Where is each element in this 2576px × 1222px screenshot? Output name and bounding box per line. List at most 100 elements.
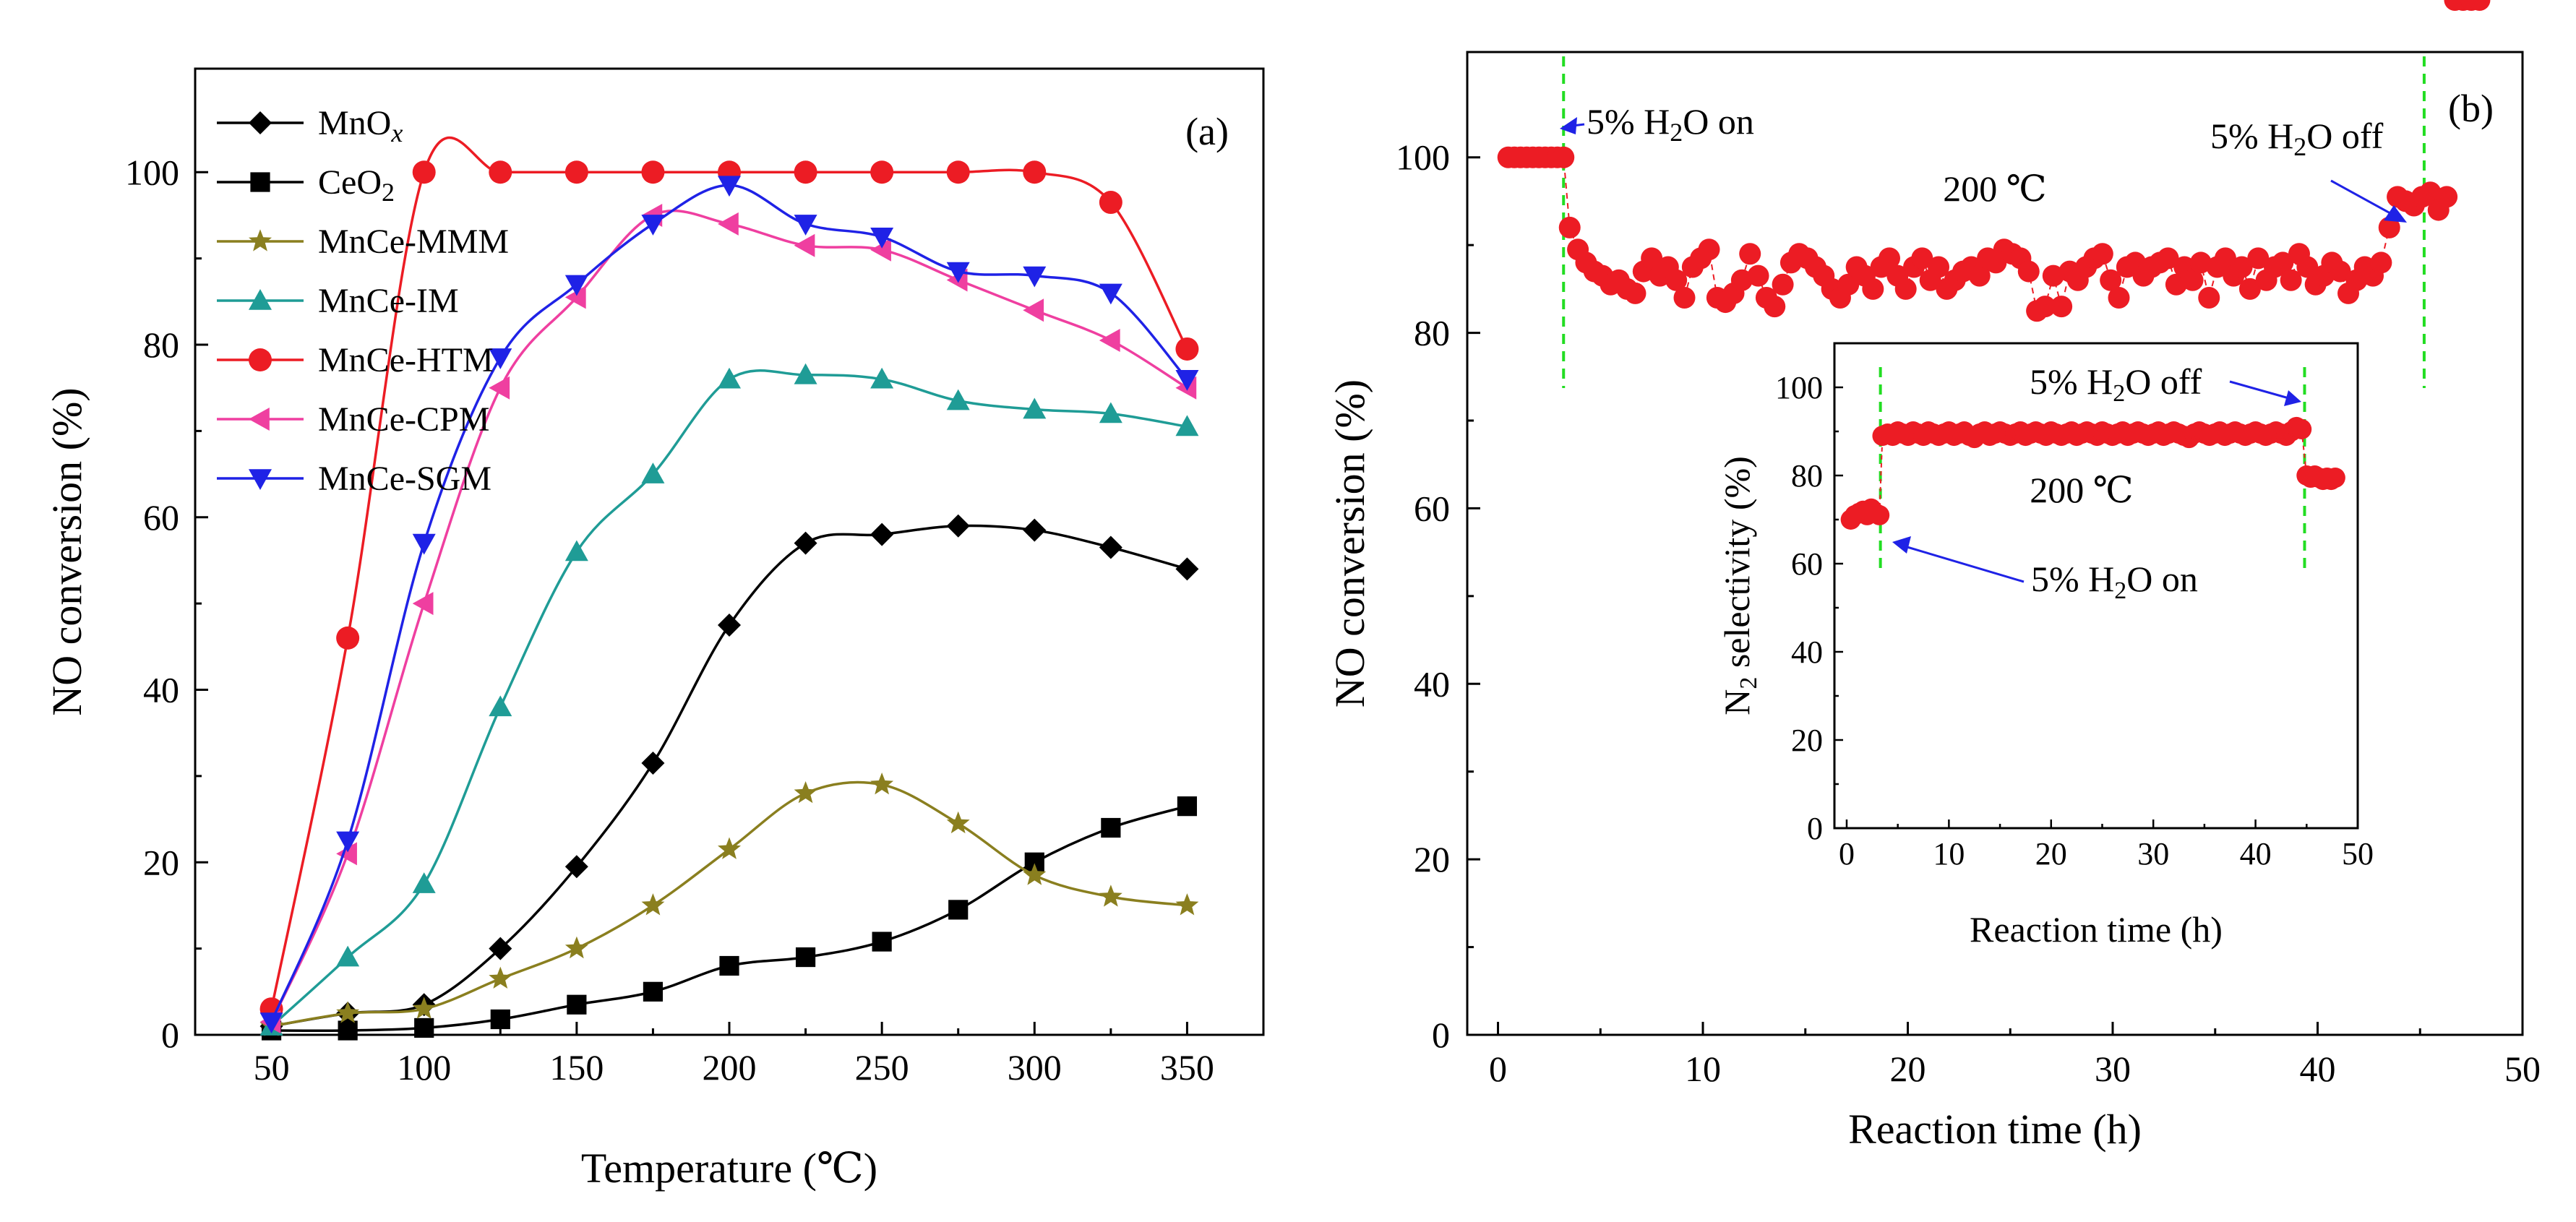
data-point-MnCe-CPM [1023, 298, 1044, 322]
legend-marker [249, 289, 272, 310]
data-point-MnCe-MMM [718, 837, 741, 859]
legend-marker [250, 172, 270, 192]
y-tick-label: 100 [1775, 370, 1823, 405]
data-point [2198, 287, 2220, 309]
data-point-MnCe-HTM [336, 626, 360, 650]
data-point-MnCe-MMM [641, 893, 665, 916]
data-point-MnCe-SGM [489, 348, 512, 369]
data-point [1968, 264, 1991, 287]
data-point [1553, 146, 1575, 168]
text-span: 5% H [2031, 559, 2114, 599]
data-point [2238, 277, 2261, 300]
data-point [1772, 273, 1794, 296]
text-span: selectivity (%) [1717, 456, 1757, 676]
inset-y-axis-title: N2 selectivity (%) [1717, 456, 1762, 715]
data-point-MnCe-CPM [718, 212, 739, 236]
data-point [2108, 287, 2130, 309]
data-point-MnCe-HTM [1175, 337, 1199, 361]
y-tick-label: 80 [143, 324, 179, 365]
x-tick-label: 50 [2342, 836, 2374, 872]
data-point-MnCe-IM [1099, 402, 1122, 423]
text-span: CeO [318, 163, 382, 202]
inset-chart: 0 10 20 30 40 50 0 20 40 60 80 100 Reaction time (h)… [1717, 342, 2374, 950]
text-span: 2 [1735, 677, 1762, 689]
data-point-CeO2 [338, 1020, 358, 1041]
legend-marker [249, 348, 272, 371]
x-tick-label: 100 [397, 1047, 451, 1088]
text-span: MnCe-CPM [318, 400, 489, 439]
data-point-MnCe-SGM [794, 215, 817, 236]
y-tick-label: 40 [143, 670, 179, 710]
data-point [1558, 216, 1581, 238]
data-point-MnOx [946, 514, 970, 538]
x-tick-label: 50 [2504, 1049, 2541, 1089]
text-span: MnCe-HTM [318, 341, 494, 379]
data-point-MnOx [794, 531, 817, 555]
data-point [2157, 247, 2179, 270]
data-point-MnCe-MMM [870, 773, 894, 795]
data-point-MnCe-CPM [412, 592, 434, 616]
data-point-MnCe-MMM [412, 997, 436, 1019]
legend: MnOx CeO2 MnCe-MMM MnCe-IM MnCe-HTM MnCe-CPM M… [217, 104, 509, 498]
y-tick-label: 60 [143, 497, 179, 538]
panel-a-chart: 50 100 150 200 250 300 350 0 20 40 60 80 100 Temperat… [43, 67, 1265, 1192]
text-span: 2 [382, 178, 395, 207]
inset-annotation-temperature: 200 ℃ [2030, 470, 2133, 510]
data-point-CeO2 [1101, 817, 1121, 838]
data-point-MnCe-IM [489, 695, 512, 717]
data-point [2247, 247, 2270, 270]
data-point-MnCe-MMM [564, 936, 588, 959]
data-point [2034, 296, 2056, 318]
data-point-MnOx [1023, 518, 1047, 542]
arrowhead-h2o-off [2384, 205, 2407, 223]
y-tick-label: 80 [1791, 458, 1823, 494]
data-point-MnCe-HTM [412, 160, 436, 184]
text-span: 2 [2113, 380, 2125, 407]
data-point-MnCe-HTM [870, 160, 894, 184]
data-point [2189, 251, 2212, 274]
legend-entry: MnCe-MMM [318, 223, 509, 261]
data-point-MnCe-IM [564, 540, 588, 561]
data-point-MnCe-CPM [794, 233, 815, 257]
data-point [2272, 251, 2294, 274]
x-tick-label: 40 [2240, 836, 2272, 872]
text-span: MnO [318, 104, 391, 142]
data-point-MnCe-MMM [336, 1001, 360, 1023]
data-point [2051, 296, 2073, 318]
text-span: O off [2306, 116, 2383, 156]
arrow-h2o-off [2330, 179, 2397, 218]
data-point-MnOx [564, 855, 588, 879]
data-point [2436, 186, 2458, 208]
x-tick-label: 200 [703, 1047, 757, 1088]
data-point-MnCe-HTM [946, 160, 970, 184]
data-point [1747, 264, 1769, 287]
data-point [1739, 243, 1761, 265]
x-axis-title: Reaction time (h) [1848, 1106, 2142, 1153]
x-tick-label: 30 [2095, 1049, 2131, 1089]
data-point [2214, 247, 2236, 270]
plot-frame [1466, 51, 2524, 1036]
legend-entry: MnCe-CPM [318, 400, 489, 439]
text-span: MnCe-SGM [318, 460, 491, 498]
x-tick-label: 250 [855, 1047, 909, 1088]
data-point-MnOx [870, 522, 894, 546]
data-point-CeO2 [490, 1009, 510, 1030]
data-point-CeO2 [567, 994, 587, 1015]
data-point-MnCe-IM [870, 367, 894, 389]
data-point [1894, 277, 1917, 300]
inset-arrowhead-h2o-off [2284, 390, 2301, 406]
data-point [1665, 269, 1688, 291]
x-tick-label: 150 [549, 1047, 604, 1088]
data-point [1879, 247, 1900, 270]
y-axis-title: NO conversion (%) [43, 387, 90, 715]
inset-arrowhead-h2o-on [1892, 536, 1911, 554]
legend-marker [249, 469, 272, 490]
x-tick-label: 40 [2300, 1049, 2336, 1089]
data-point-MnCe-SGM [1175, 369, 1199, 391]
data-point-MnCe-SGM [1099, 283, 1122, 305]
y-tick-label: 0 [161, 1015, 179, 1055]
inset-data-point [2324, 468, 2345, 489]
data-point-MnCe-CPM [489, 376, 510, 400]
x-axis-title: Temperature (℃) [581, 1145, 877, 1192]
